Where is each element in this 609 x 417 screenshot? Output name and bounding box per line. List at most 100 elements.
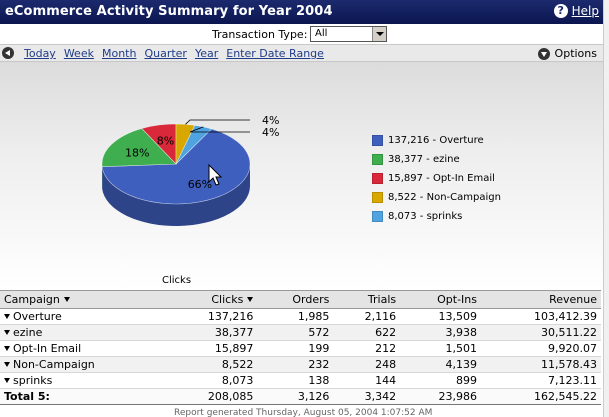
value-cell: 137,216 <box>166 308 258 325</box>
column-header-opt-ins[interactable]: Opt-Ins <box>400 290 481 309</box>
value-cell: 11,578.43 <box>481 356 601 373</box>
date-nav-bar: Today Week Month Quarter Year Enter Date… <box>0 44 603 62</box>
value-cell: 248 <box>333 356 401 373</box>
pie-leader-line <box>185 119 250 125</box>
report-timestamp: Report generated Thursday, August 05, 20… <box>174 408 433 417</box>
pie-percent-label: 4% <box>262 114 279 127</box>
date-link-year[interactable]: Year <box>194 47 219 60</box>
value-cell: 572 <box>257 324 334 341</box>
total-label-cell: Total 5: <box>0 388 167 405</box>
value-cell: 899 <box>400 372 481 389</box>
column-header-trials[interactable]: Trials <box>333 290 401 309</box>
dropdown-arrow-icon[interactable] <box>372 27 386 41</box>
scrollbar[interactable] <box>603 0 609 417</box>
value-cell: 15,897 <box>166 340 258 357</box>
total-value-cell: 3,126 <box>257 388 334 405</box>
legend-label: 38,377 - ezine <box>388 154 460 165</box>
pie-percent-label: 4% <box>262 126 279 139</box>
transaction-type-row: Transaction Type: All <box>0 24 603 44</box>
column-header-clicks[interactable]: Clicks <box>166 290 258 309</box>
legend-entry: 8,073 - sprinks <box>372 207 501 226</box>
transaction-type-value: All <box>315 28 328 39</box>
options-chevron-down-icon[interactable] <box>537 47 550 60</box>
legend-label: 137,216 - Overture <box>388 135 484 146</box>
table-row[interactable]: Overture 137,216 1,985 2,116 13,509 103,412.3… <box>0 308 601 325</box>
value-cell: 8,522 <box>166 356 258 373</box>
sort-arrow-icon[interactable] <box>63 297 70 302</box>
value-cell: 232 <box>257 356 334 373</box>
total-value-cell: 23,986 <box>400 388 481 405</box>
legend-swatch <box>372 135 383 146</box>
pie-percent-label: 66% <box>188 178 212 191</box>
back-arrow-icon[interactable] <box>2 47 14 59</box>
legend-entry: 137,216 - Overture <box>372 131 501 150</box>
value-cell: 38,377 <box>166 324 258 341</box>
campaign-name-cell[interactable]: Overture <box>0 308 167 325</box>
legend-swatch <box>372 211 383 222</box>
campaign-name-cell[interactable]: ezine <box>0 324 167 341</box>
value-cell: 622 <box>333 324 401 341</box>
options-label[interactable]: Options <box>554 47 597 60</box>
expand-arrow-icon[interactable] <box>4 330 10 335</box>
value-cell: 144 <box>333 372 401 389</box>
date-link-month[interactable]: Month <box>101 47 137 60</box>
pie-slice-side <box>102 164 250 226</box>
expand-arrow-icon[interactable] <box>4 346 10 351</box>
legend-swatch <box>372 154 383 165</box>
help-link[interactable]: Help <box>571 4 599 18</box>
column-header-orders[interactable]: Orders <box>257 290 334 309</box>
value-cell: 3,938 <box>400 324 481 341</box>
expand-arrow-icon[interactable] <box>4 314 10 319</box>
legend-label: 8,522 - Non-Campaign <box>388 192 501 203</box>
value-cell: 103,412.39 <box>481 308 601 325</box>
chart-area: 66% 18% 8% 4% 4% Clicks 137,216 - Overture 38… <box>0 62 603 290</box>
help-icon[interactable]: ? <box>553 4 568 18</box>
value-cell: 8,073 <box>166 372 258 389</box>
pie-percent-label: 8% <box>157 135 174 148</box>
table-row[interactable]: Non-Campaign 8,522 232 248 4,139 11,578.43 <box>0 356 601 373</box>
date-link-week[interactable]: Week <box>63 47 94 60</box>
pie-slice[interactable] <box>101 128 251 205</box>
chart-caption: Clicks <box>162 275 192 286</box>
expand-arrow-icon[interactable] <box>4 378 10 383</box>
table-row[interactable]: Opt-In Email 15,897 199 212 1,501 9,920.07 <box>0 340 601 357</box>
date-link-today[interactable]: Today <box>24 47 56 60</box>
value-cell: 138 <box>257 372 334 389</box>
value-cell: 9,920.07 <box>481 340 601 357</box>
date-link-quarter[interactable]: Quarter <box>144 47 187 60</box>
campaign-name-cell[interactable]: sprinks <box>0 372 167 389</box>
value-cell: 4,139 <box>400 356 481 373</box>
page-title: eCommerce Activity Summary for Year 2004 <box>5 4 333 19</box>
date-range-links: Today Week Month Quarter Year Enter Date… <box>24 47 324 60</box>
value-cell: 7,123.11 <box>481 372 601 389</box>
sort-arrow-icon[interactable] <box>247 297 254 302</box>
value-cell: 212 <box>333 340 401 357</box>
value-cell: 199 <box>257 340 334 357</box>
table-row[interactable]: ezine 38,377 572 622 3,938 30,511.22 <box>0 324 601 341</box>
column-header-revenue[interactable]: Revenue <box>481 290 601 309</box>
date-link-enter-range[interactable]: Enter Date Range <box>226 47 324 60</box>
column-header-campaign[interactable]: Campaign <box>0 290 167 309</box>
transaction-type-select[interactable]: All <box>310 26 387 42</box>
value-cell: 2,116 <box>333 308 401 325</box>
campaign-name-cell[interactable]: Opt-In Email <box>0 340 167 357</box>
campaign-name-cell[interactable]: Non-Campaign <box>0 356 167 373</box>
campaign-table: Campaign Clicks Orders Trials Opt-Ins Re… <box>0 290 603 405</box>
table-total-row: Total 5: 208,085 3,126 3,342 23,986 162,545.2… <box>0 388 601 405</box>
legend-entry: 38,377 - ezine <box>372 150 501 169</box>
table-row[interactable]: sprinks 8,073 138 144 899 7,123.11 <box>0 372 601 389</box>
pie-slice[interactable] <box>175 124 213 165</box>
total-value-cell: 208,085 <box>166 388 258 405</box>
title-bar: eCommerce Activity Summary for Year 2004… <box>0 0 603 24</box>
mouse-cursor-icon <box>208 163 223 186</box>
pie-percent-label: 18% <box>125 146 149 159</box>
pie-slice[interactable] <box>101 128 177 168</box>
value-cell: 13,509 <box>400 308 481 325</box>
help-area[interactable]: ? Help <box>553 4 599 18</box>
chart-legend: 137,216 - Overture 38,377 - ezine 15,897 -… <box>372 131 501 226</box>
expand-arrow-icon[interactable] <box>4 362 10 367</box>
total-value-cell: 162,545.22 <box>481 388 601 405</box>
legend-label: 15,897 - Opt-In Email <box>388 173 495 184</box>
options-menu[interactable]: Options <box>537 47 597 60</box>
transaction-type-label: Transaction Type: <box>212 28 308 41</box>
